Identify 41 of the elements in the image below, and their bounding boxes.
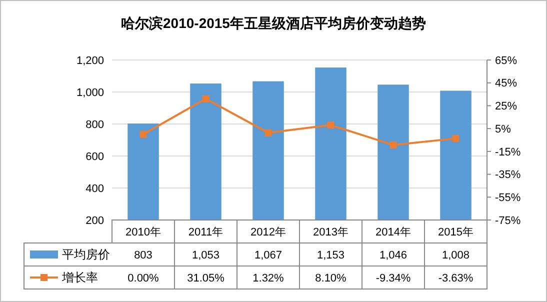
data-label: 0.00% xyxy=(128,272,160,284)
data-label: 803 xyxy=(134,249,152,262)
legend-label: 平均房价 xyxy=(62,248,110,262)
point xyxy=(327,122,334,129)
y-tick-label: 1,000 xyxy=(76,86,104,99)
data-label: -3.63% xyxy=(438,272,474,284)
y-tick-label: 1,200 xyxy=(76,54,104,67)
x-tick-label: 2012年 xyxy=(250,226,286,238)
point xyxy=(452,134,460,142)
y2-tick-label: 45% xyxy=(495,78,518,90)
data-label: 1,053 xyxy=(192,249,220,262)
point xyxy=(264,129,272,136)
point xyxy=(202,95,210,102)
data-label: 1,046 xyxy=(379,249,408,262)
y-tick-label: 800 xyxy=(86,118,104,131)
point xyxy=(390,141,397,148)
x-tick-label: 2013年 xyxy=(313,226,348,238)
data-label: 31.05% xyxy=(187,272,225,284)
y-tick-label: 200 xyxy=(86,214,104,227)
y2-tick-label: -15% xyxy=(495,146,521,158)
data-label: 1,008 xyxy=(442,249,470,262)
y-tick-label: 400 xyxy=(86,182,104,195)
data-label: -9.34% xyxy=(376,272,411,284)
data-label: 1,153 xyxy=(316,249,345,262)
y-tick-label: 600 xyxy=(86,150,104,163)
y2-tick-label: 5% xyxy=(495,123,512,136)
point xyxy=(140,130,147,138)
data-label: 8.10% xyxy=(315,272,347,284)
legend-label: 增长率 xyxy=(61,270,98,285)
x-tick-label: 2011年 xyxy=(188,226,224,238)
x-tick-label: 2014年 xyxy=(376,226,411,238)
y2-tick-label: -35% xyxy=(495,169,521,182)
x-tick-label: 2010年 xyxy=(126,226,161,238)
chart-title: 哈尔滨2010-2015年五星级酒店平均房价变动趋势 xyxy=(121,15,426,31)
y2-tick-label: 65% xyxy=(495,54,518,67)
y2-tick-label: -55% xyxy=(495,192,521,204)
y2-tick-label: -75% xyxy=(495,214,521,227)
data-label: 1,067 xyxy=(254,249,282,262)
x-tick-label: 2015年 xyxy=(438,226,474,238)
y2-tick-label: 25% xyxy=(495,100,518,113)
data-label: 1.32% xyxy=(252,272,284,284)
